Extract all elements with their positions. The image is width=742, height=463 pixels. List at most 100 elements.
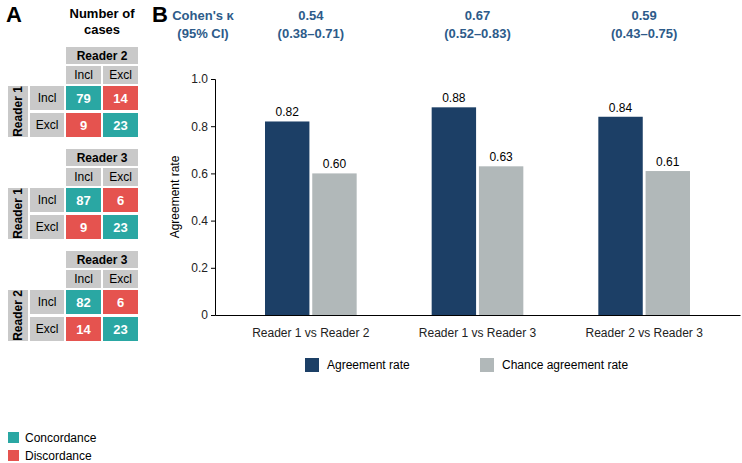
- col-label: Excl: [109, 272, 132, 286]
- kappa-value: 0.54: [298, 8, 324, 23]
- kappa-ci: (0.52–0.83): [444, 26, 511, 41]
- cell: [103, 290, 138, 314]
- kappa-ci: (0.43–0.75): [611, 26, 678, 41]
- heading: cases: [84, 22, 120, 37]
- table: Reader 3InclExclReader 2Incl826Excl1423: [8, 251, 138, 341]
- cell: [66, 113, 101, 137]
- cell: [103, 86, 138, 110]
- cell: [103, 215, 138, 239]
- bar: [479, 166, 523, 315]
- header-box: [66, 149, 138, 166]
- y-tick-mark: [211, 315, 215, 316]
- bar: [312, 173, 356, 315]
- col-reader: Reader 3: [77, 253, 128, 267]
- cell: [103, 317, 138, 341]
- cell: [66, 86, 101, 110]
- figure: A Number ofcases Reader 2 Incl Excl Reader 1 I…: [0, 0, 742, 463]
- y-axis-line: [211, 80, 216, 316]
- data-label: 0.88: [442, 91, 466, 105]
- cell: [66, 290, 101, 314]
- header-box: [103, 168, 138, 186]
- header-box: [66, 270, 101, 288]
- y-tick: 0.2: [191, 261, 215, 275]
- header-box: [30, 188, 64, 212]
- y-tick-mark: [211, 79, 215, 80]
- heading: Number of: [70, 6, 136, 21]
- table: Reader 2 Incl Excl Reader 1 Incl 79 14 Excl 9 23: [8, 47, 138, 137]
- cell-value: 23: [113, 322, 127, 337]
- cell: [66, 317, 101, 341]
- y-tick: 0.6: [191, 167, 215, 181]
- y-tick-label: 0: [201, 308, 208, 322]
- x-tick-label: Reader 1 vs Reader 3: [419, 326, 537, 340]
- data-label: 0.63: [489, 150, 513, 164]
- x-axis-line: [216, 315, 741, 316]
- header-box: [30, 86, 64, 110]
- cell-value: 14: [113, 91, 128, 106]
- col-label: Incl: [74, 68, 93, 82]
- row-label: Incl: [38, 91, 57, 105]
- bars: [265, 107, 690, 315]
- bar: [265, 121, 309, 315]
- data-label: 0.82: [276, 105, 300, 119]
- row-reader: Reader 1: [11, 86, 25, 137]
- col-label: Excl: [109, 170, 132, 184]
- col-label: Incl: [74, 170, 93, 184]
- kappa-value: 0.67: [465, 8, 490, 23]
- table: Reader 3InclExclReader 1Incl876Excl923: [8, 149, 138, 239]
- cell-value: 9: [80, 220, 87, 235]
- y-tick-label: 0.4: [191, 214, 208, 228]
- header-box: [30, 317, 64, 341]
- y-axis: 0 0.2 0.4 0.6 0.8 1.0: [191, 72, 215, 322]
- legend-label: Concordance: [25, 431, 97, 445]
- y-tick-mark: [211, 221, 215, 222]
- cell-value: 87: [76, 193, 90, 208]
- cell-value: 79: [76, 91, 90, 106]
- col-reader: Reader 2: [77, 49, 128, 63]
- cell-value: 9: [80, 118, 87, 133]
- kappa-ci: (0.38–0.71): [278, 26, 345, 41]
- header-box: [30, 215, 64, 239]
- header-box: [8, 188, 28, 239]
- col-reader: Reader 3: [77, 151, 128, 165]
- y-tick: 1.0: [191, 72, 215, 86]
- y-tick-label: 1.0: [191, 72, 208, 86]
- legend-label: Agreement rate: [327, 358, 410, 372]
- legend-label: Chance agreement rate: [502, 358, 628, 372]
- row-reader: Reader 1: [11, 188, 25, 239]
- kappa-title: (95% CI): [177, 26, 228, 41]
- header-box: [66, 47, 138, 64]
- y-tick: 0: [201, 308, 215, 322]
- row-label: Excl: [36, 322, 59, 336]
- cell-value: 23: [113, 118, 127, 133]
- y-tick-label: 0.8: [191, 120, 208, 134]
- panel-label: A: [6, 2, 22, 27]
- header-box: [66, 251, 138, 268]
- data-label: 0.84: [609, 101, 633, 115]
- col-label: Incl: [74, 272, 93, 286]
- kappa-title: Cohen's κ: [172, 8, 234, 23]
- header-box: [8, 86, 28, 137]
- cell-value: 6: [117, 295, 124, 310]
- cell: [66, 188, 101, 212]
- legend-swatch: [480, 358, 494, 372]
- cell-value: 23: [113, 220, 127, 235]
- kappa-value: 0.59: [632, 8, 657, 23]
- cell: [66, 215, 101, 239]
- header-box: [30, 113, 64, 137]
- y-tick-label: 0.2: [191, 261, 208, 275]
- header-box: [103, 270, 138, 288]
- y-tick-mark: [211, 173, 215, 174]
- cell-value: 82: [76, 295, 90, 310]
- row-label: Excl: [36, 220, 59, 234]
- x-tick: Reader 1 vs Reader 2: [252, 315, 370, 340]
- x-tick: Reader 1 vs Reader 3: [419, 315, 537, 340]
- row-label: Excl: [36, 118, 59, 132]
- x-tick: Reader 2 vs Reader 3: [585, 315, 703, 340]
- header-box: [103, 66, 138, 84]
- cell-value: 6: [117, 193, 124, 208]
- header-box: [66, 66, 101, 84]
- y-tick-mark: [211, 268, 215, 269]
- col-label: Excl: [109, 68, 132, 82]
- y-tick: 0.8: [191, 120, 215, 134]
